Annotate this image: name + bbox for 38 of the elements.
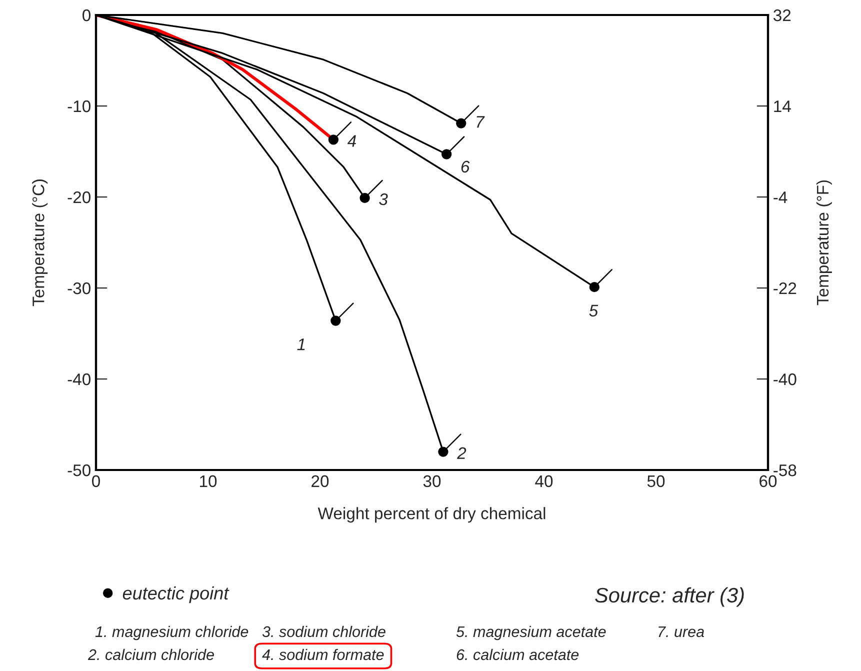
x-tick-label: 0	[92, 475, 100, 488]
y-tick-label: -50	[68, 464, 90, 476]
source-note: Source: after (3)	[595, 587, 744, 607]
x-tick-label: 10	[200, 475, 217, 488]
text: 2. calcium chloride	[88, 648, 214, 660]
y-tick-label: -40	[68, 373, 90, 386]
legend-label: eutectic point	[122, 586, 230, 604]
text: 5. magnesium acetate	[456, 626, 606, 640]
y2-tick-label: -58	[774, 464, 796, 476]
annotation: 6	[461, 160, 470, 173]
annotation: 3	[379, 193, 388, 206]
x-tick-label: 40	[535, 475, 553, 488]
y2-tick-label: 32	[773, 9, 791, 22]
y-tick-label: 0	[82, 9, 90, 22]
text: 1. magnesium chloride	[95, 626, 248, 640]
y-tick-label: -30	[68, 282, 90, 294]
y2-tick-label: -22	[774, 282, 796, 294]
y-tick-label: -10	[68, 100, 90, 112]
y2-tick-label: 14	[774, 100, 791, 112]
x-axis-title: Weight percent of dry chemical	[318, 507, 546, 523]
y2-tick-label: -4	[774, 192, 788, 204]
annotation: 1	[297, 338, 305, 350]
text: 6. calcium acetate	[456, 648, 579, 660]
text: 4. sodium formate	[262, 648, 384, 660]
y2-axis-title: Temperature (°F)	[816, 180, 832, 306]
x-tick-label: 50	[647, 475, 665, 488]
x-tick-label: 20	[312, 475, 329, 488]
annotation: 2	[456, 447, 466, 459]
y-axis-title: Temperature (°C)	[32, 180, 48, 306]
annotation: 4	[347, 135, 356, 147]
text: 3. sodium chloride	[262, 626, 386, 638]
x-tick-label: 60	[760, 475, 777, 488]
annotation: 5	[589, 304, 598, 317]
y-tick-label: -20	[68, 191, 90, 204]
x-tick-label: 30	[423, 475, 441, 488]
annotation: 7	[476, 116, 485, 128]
y2-tick-label: -40	[774, 373, 796, 386]
text: 7. urea	[658, 626, 704, 638]
